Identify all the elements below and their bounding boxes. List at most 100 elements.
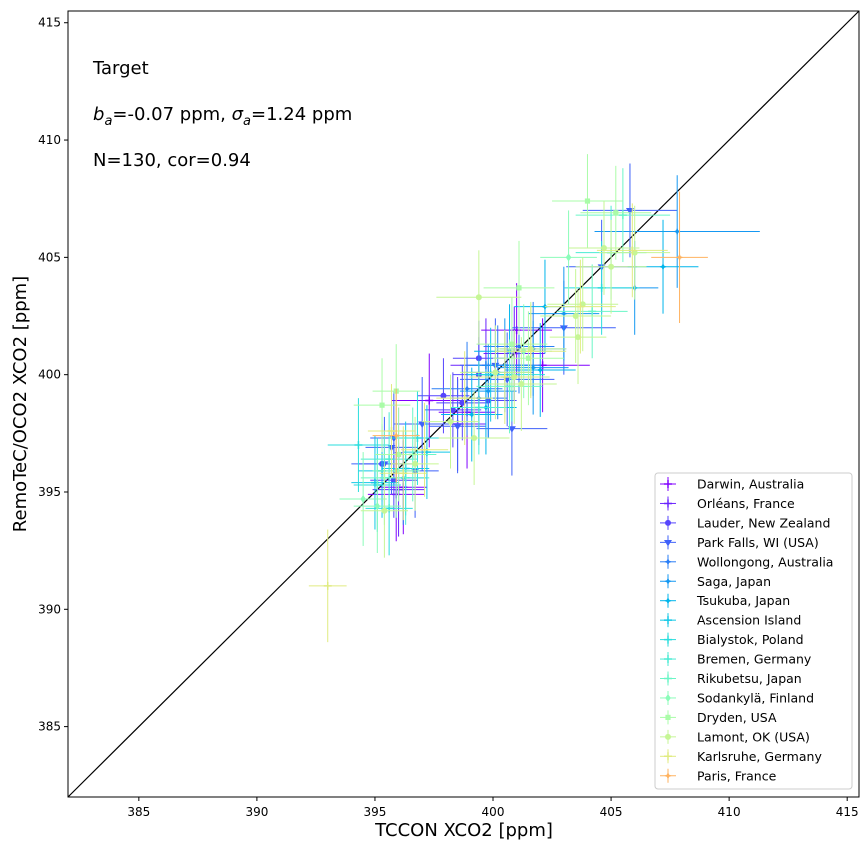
data-point <box>580 165 652 260</box>
point-marker <box>374 502 381 511</box>
point-marker <box>575 334 582 341</box>
point-marker <box>509 341 515 347</box>
legend-item: Karlsruhe, Germany <box>660 749 822 764</box>
point-marker <box>608 263 615 270</box>
point-marker <box>474 403 483 412</box>
legend-marker <box>664 577 672 586</box>
point-marker <box>675 253 684 262</box>
legend-item: Paris, France <box>660 768 777 783</box>
point-marker <box>460 394 469 403</box>
point-marker <box>467 410 476 419</box>
point-marker <box>459 399 466 406</box>
y-tick-label: 400 <box>38 368 61 382</box>
point-marker <box>572 313 579 320</box>
annotation-sigma-value: =1.24 ppm <box>251 104 352 125</box>
legend-label: Sodankylä, Finland <box>697 690 814 705</box>
legend-marker <box>665 519 671 526</box>
x-tick-label: 395 <box>364 805 387 819</box>
legend-item: Dryden, USA <box>660 710 777 725</box>
data-point <box>436 351 494 446</box>
legend-marker <box>664 480 672 488</box>
data-point <box>379 426 427 521</box>
point-marker <box>387 426 396 435</box>
legend-item: Lamont, OK (USA) <box>660 729 810 744</box>
legend-frame <box>654 472 853 790</box>
data-point <box>459 344 517 439</box>
legend-item: Tsukuba, Japan <box>660 593 790 608</box>
data-points-layer <box>308 154 760 643</box>
legend-marker <box>665 733 671 740</box>
data-point <box>552 154 623 248</box>
point-marker <box>399 469 408 478</box>
point-marker <box>425 396 434 405</box>
data-point <box>495 304 567 399</box>
legend-marker <box>664 539 672 547</box>
series-10 <box>360 168 671 525</box>
point-marker <box>381 507 388 514</box>
point-marker <box>392 431 401 440</box>
data-point <box>441 367 503 462</box>
data-point <box>353 459 401 553</box>
data-point <box>528 266 600 361</box>
x-tick-label: 390 <box>245 805 268 819</box>
data-point <box>651 191 708 324</box>
data-point <box>391 353 468 448</box>
legend-item: Ascension Island <box>660 613 801 628</box>
data-point <box>504 323 576 417</box>
x-tick-label: 415 <box>836 805 859 819</box>
data-point <box>327 398 390 492</box>
annotation-stats: N=130, cor=0.94 <box>93 150 251 171</box>
legend: Darwin, Australia Orléans, France Lauder, … <box>654 472 853 790</box>
data-point <box>391 416 439 511</box>
legend-item: Sodankylä, Finland <box>660 690 814 705</box>
data-point <box>596 203 668 298</box>
point-marker <box>354 441 363 450</box>
legend-label: Bialystok, Poland <box>697 632 804 647</box>
legend-label: Rikubetsu, Japan <box>697 671 802 686</box>
legend-marker <box>664 635 672 644</box>
data-point <box>459 325 531 420</box>
legend-label: Dryden, USA <box>697 710 777 725</box>
data-point <box>450 360 508 455</box>
point-marker <box>559 309 568 318</box>
legend-item: Lauder, New Zealand <box>660 515 830 530</box>
point-marker <box>449 406 456 413</box>
series-15 <box>372 191 708 483</box>
data-point <box>544 259 616 354</box>
ticks-layer: 385 390 395 400 405 410 415 385 390 395 400 405 410 4… <box>38 16 859 819</box>
data-point <box>400 402 449 497</box>
legend-items: Darwin, Australia Orléans, France Lauder, … <box>660 477 833 783</box>
legend-item: Darwin, Australia <box>660 477 804 492</box>
legend-marker <box>664 616 672 625</box>
legend-label: Lauder, New Zealand <box>697 515 830 530</box>
legend-item: Orléans, France <box>660 496 795 511</box>
y-tick-label: 405 <box>38 250 61 264</box>
point-marker <box>600 244 607 251</box>
legend-item: Bremen, Germany <box>660 652 812 667</box>
series-14 <box>308 203 668 643</box>
data-point <box>540 269 612 363</box>
point-marker <box>360 495 366 504</box>
y-tick-label: 410 <box>38 133 61 147</box>
y-tick-label: 390 <box>38 602 61 616</box>
data-point <box>599 205 671 300</box>
legend-label: Saga, Japan <box>697 574 771 589</box>
data-point <box>372 388 420 483</box>
point-marker <box>540 302 549 311</box>
legend-item: Rikubetsu, Japan <box>660 671 802 686</box>
data-point <box>360 463 409 558</box>
y-tick-label: 385 <box>38 720 61 734</box>
annotation-bias: ba=-0.07 ppm, σa=1.24 ppm <box>93 104 352 129</box>
point-marker <box>447 418 454 425</box>
point-marker <box>484 387 493 396</box>
data-point <box>556 264 628 359</box>
data-point <box>436 365 489 441</box>
legend-marker <box>665 693 671 702</box>
point-marker <box>492 369 499 376</box>
point-marker <box>529 363 538 372</box>
y-tick-label: 395 <box>38 485 61 499</box>
legend-label: Tsukuba, Japan <box>696 593 790 608</box>
point-marker <box>584 198 591 204</box>
